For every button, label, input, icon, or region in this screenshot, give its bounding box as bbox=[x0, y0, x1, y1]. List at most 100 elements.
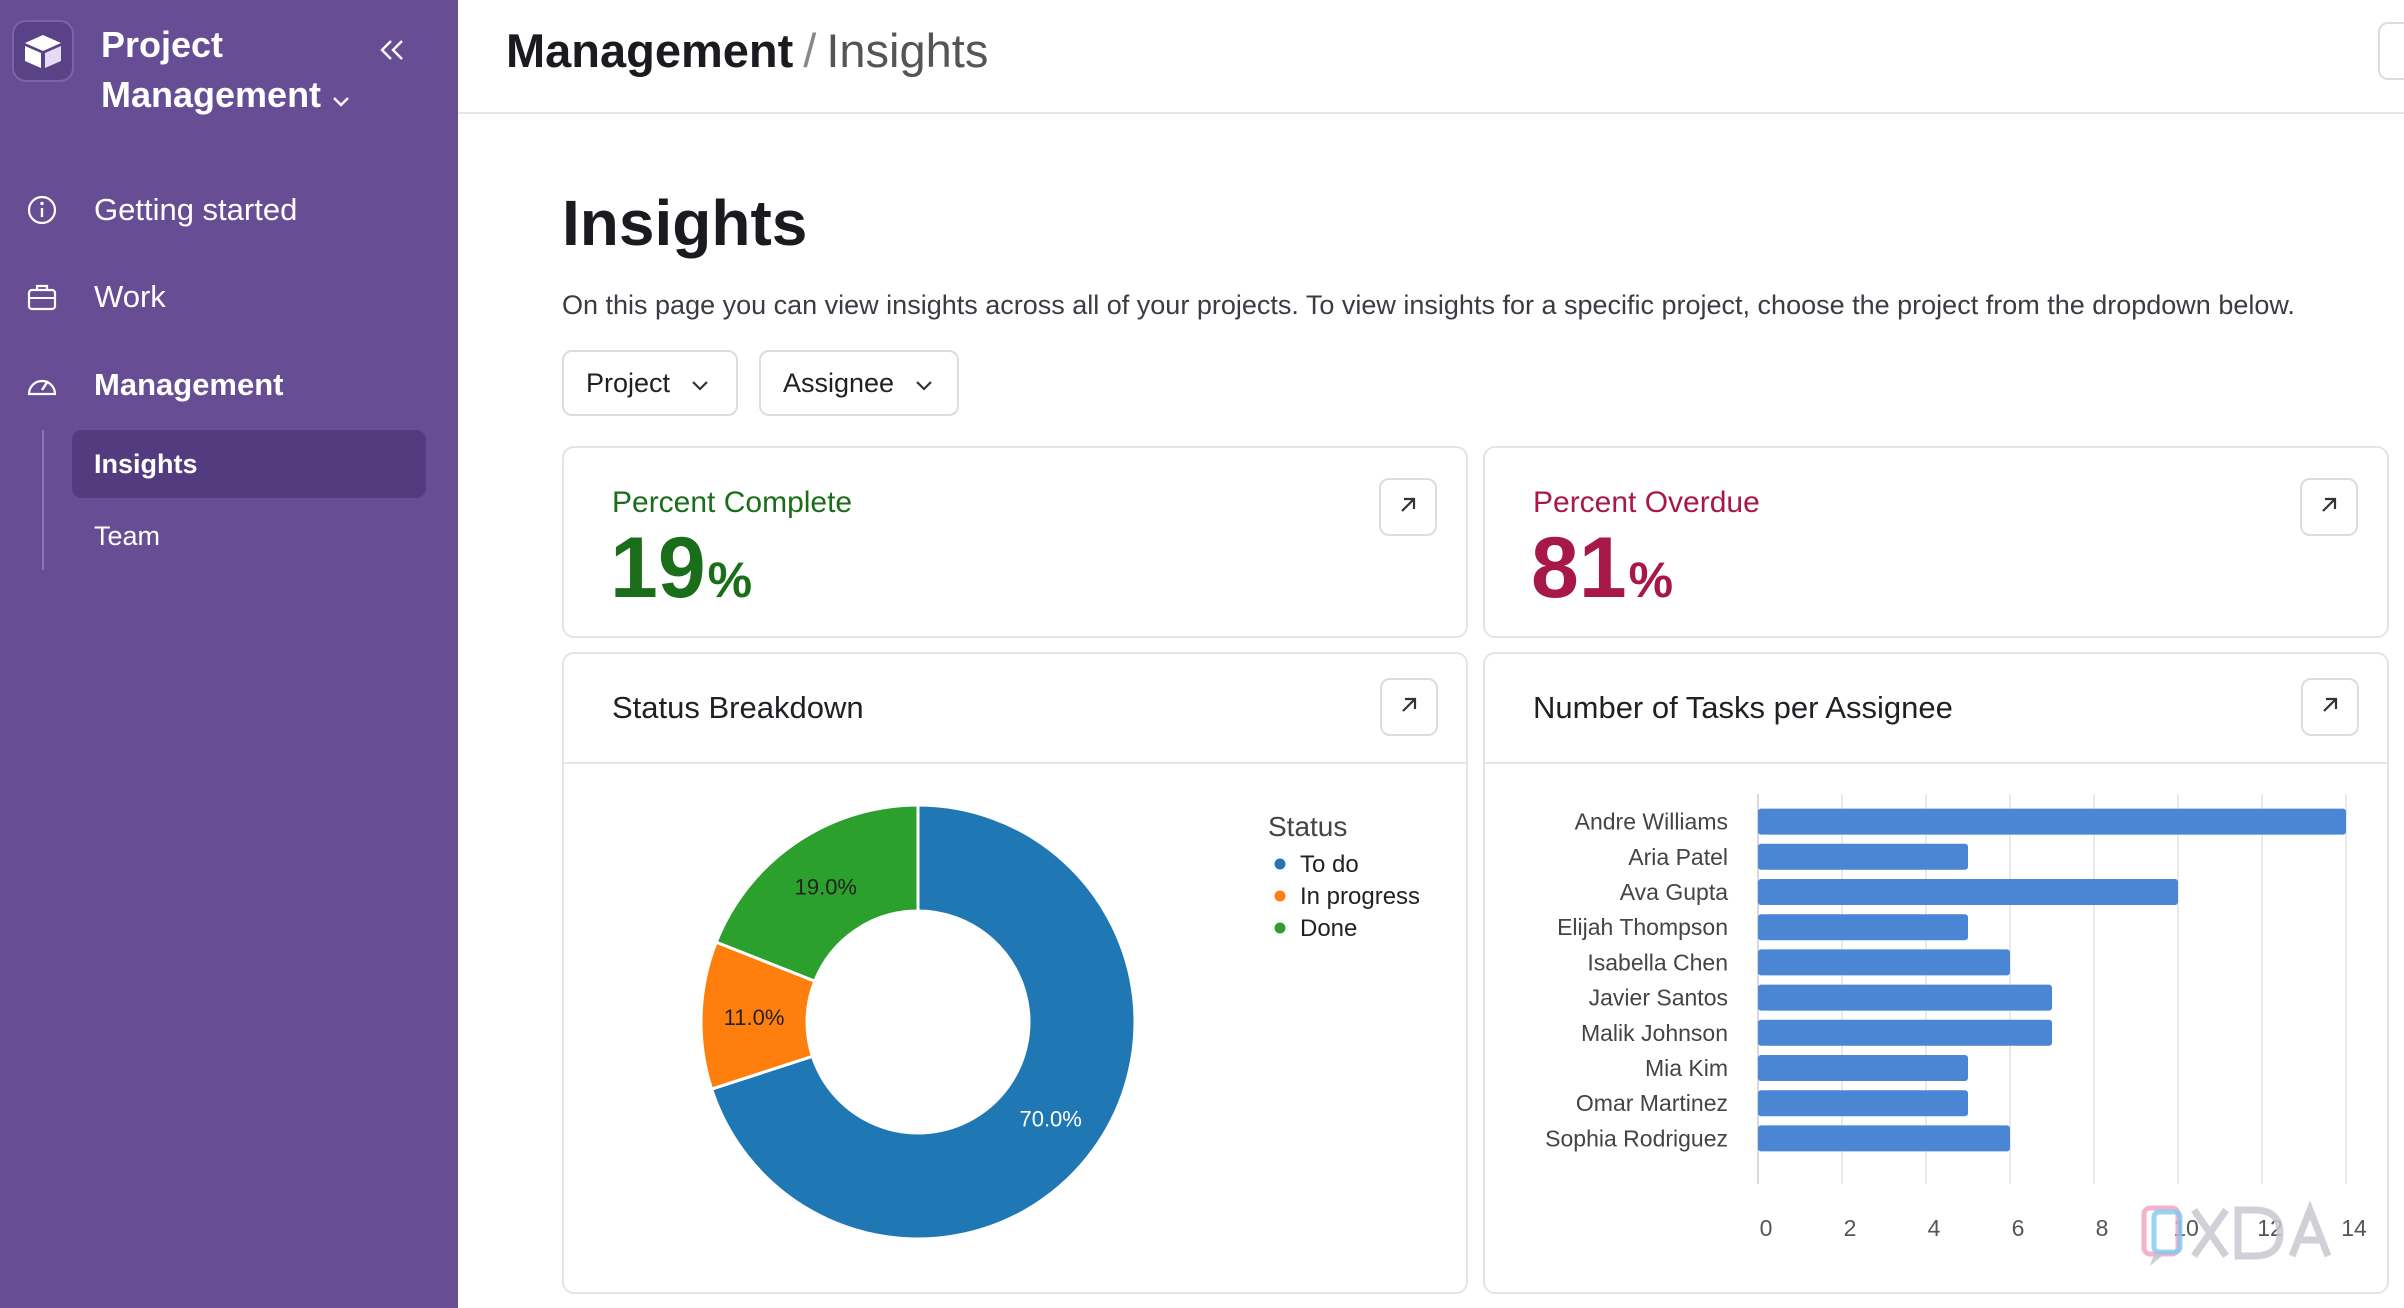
bar[interactable] bbox=[1758, 949, 2010, 976]
expand-button[interactable] bbox=[2301, 678, 2359, 736]
card-divider bbox=[1485, 762, 2387, 764]
xda-watermark-logo bbox=[2141, 1200, 2332, 1266]
sidebar-subitem-insights[interactable]: Insights bbox=[72, 430, 426, 498]
legend-title: Status bbox=[1268, 811, 1347, 842]
sidebar-subitem-label: Insights bbox=[94, 448, 198, 479]
card-title: Status Breakdown bbox=[612, 690, 864, 725]
y-category-label: Ava Gupta bbox=[1620, 879, 1728, 905]
card-divider bbox=[564, 762, 1466, 764]
legend-swatch bbox=[1274, 858, 1286, 870]
card-title: Number of Tasks per Assignee bbox=[1533, 690, 1953, 725]
sidebar-item-management[interactable]: Management bbox=[24, 355, 283, 415]
sidebar: Project Management Getting started Work … bbox=[0, 0, 458, 1308]
sidebar-item-getting-started[interactable]: Getting started bbox=[24, 180, 297, 240]
y-category-label: Omar Martinez bbox=[1576, 1090, 1728, 1116]
top-bar: Management / Insights bbox=[458, 0, 2404, 114]
page-title: Insights bbox=[562, 187, 808, 259]
legend-entry[interactable]: Done bbox=[1300, 915, 1357, 942]
kpi-number: 19 bbox=[610, 520, 706, 616]
kpi-value: 19% bbox=[610, 518, 752, 618]
sidebar-item-label: Getting started bbox=[94, 192, 298, 227]
x-tick-label: 14 bbox=[2341, 1215, 2367, 1241]
workspace-switcher[interactable]: Project Management bbox=[101, 20, 351, 122]
kpi-unit: % bbox=[1628, 552, 1674, 608]
y-category-label: Mia Kim bbox=[1645, 1055, 1728, 1081]
chevron-down-icon bbox=[690, 368, 710, 399]
page-description: On this page you can view insights acros… bbox=[562, 290, 2295, 320]
info-icon bbox=[24, 192, 60, 228]
filter-label: Project bbox=[586, 367, 671, 398]
donut-slice-to-do[interactable] bbox=[709, 803, 1137, 1241]
status-donut-chart: 70.0% 11.0% 19.0% Status To do In progress Don… bbox=[699, 803, 1420, 1241]
y-category-label: Sophia Rodriguez bbox=[1545, 1125, 1728, 1151]
legend-entry[interactable]: To do bbox=[1300, 851, 1359, 878]
kpi-unit: % bbox=[707, 552, 753, 608]
y-category-label: Isabella Chen bbox=[1587, 949, 1728, 975]
legend-swatch bbox=[1274, 890, 1286, 902]
submenu-divider bbox=[42, 430, 44, 570]
sidebar-subitem-label: Team bbox=[94, 520, 161, 551]
bar[interactable] bbox=[1758, 1090, 1968, 1117]
app-logo-icon[interactable] bbox=[12, 20, 74, 82]
slice-label: 11.0% bbox=[724, 1005, 785, 1030]
x-tick-label: 4 bbox=[1928, 1215, 1941, 1241]
x-tick-label: 8 bbox=[2096, 1215, 2109, 1241]
kpi-number: 81 bbox=[1531, 520, 1627, 616]
breadcrumb-separator: / bbox=[803, 24, 817, 77]
y-category-label: Malik Johnson bbox=[1581, 1020, 1728, 1046]
project-filter-dropdown[interactable]: Project bbox=[562, 350, 738, 416]
kpi-label: Percent Complete bbox=[612, 486, 853, 519]
arrow-up-right-icon bbox=[2318, 494, 2340, 521]
chevron-down-icon bbox=[914, 368, 934, 399]
y-category-label: Andre Williams bbox=[1575, 809, 1728, 835]
bar[interactable] bbox=[1758, 914, 1968, 941]
bar[interactable] bbox=[1758, 843, 1968, 870]
kpi-label: Percent Overdue bbox=[1533, 486, 1760, 519]
breadcrumb-current: Insights bbox=[826, 24, 989, 77]
header-action-button[interactable] bbox=[2378, 22, 2404, 80]
assignee-filter-dropdown[interactable]: Assignee bbox=[759, 350, 959, 416]
sidebar-subitem-team[interactable]: Team bbox=[72, 502, 426, 570]
expand-button[interactable] bbox=[1379, 478, 1437, 536]
arrow-up-right-icon bbox=[1398, 694, 1420, 721]
bar[interactable] bbox=[1758, 808, 2346, 835]
bar[interactable] bbox=[1758, 1125, 2010, 1152]
filter-label: Assignee bbox=[783, 367, 895, 398]
sidebar-item-label: Work bbox=[94, 279, 166, 314]
tasks-per-assignee-card: Number of Tasks per Assignee 0 2 4 6 8 10 12 14… bbox=[1483, 652, 2389, 1294]
bar[interactable] bbox=[1758, 1019, 2052, 1046]
bar[interactable] bbox=[1758, 879, 2178, 905]
app-name-line1: Project bbox=[101, 24, 224, 65]
percent-overdue-card: Percent Overdue 81% bbox=[1483, 446, 2389, 638]
y-category-label: Javier Santos bbox=[1589, 985, 1728, 1011]
arrow-up-right-icon bbox=[1397, 494, 1419, 521]
status-breakdown-card: Status Breakdown 70.0% 11.0% 19.0% Status To… bbox=[562, 652, 1468, 1294]
briefcase-icon bbox=[24, 279, 60, 315]
sidebar-item-work[interactable]: Work bbox=[24, 267, 166, 327]
bar[interactable] bbox=[1758, 1055, 1968, 1081]
x-tick-label: 6 bbox=[2012, 1215, 2025, 1241]
x-tick-label: 2 bbox=[1844, 1215, 1857, 1241]
bar[interactable] bbox=[1758, 984, 2052, 1011]
chevron-down-icon bbox=[331, 72, 351, 122]
legend-entry[interactable]: In progress bbox=[1300, 883, 1420, 910]
x-tick-label: 0 bbox=[1760, 1215, 1773, 1241]
sidebar-item-label: Management bbox=[94, 367, 284, 402]
slice-label: 19.0% bbox=[795, 874, 857, 899]
legend-swatch bbox=[1274, 922, 1286, 934]
y-category-label: Aria Patel bbox=[1628, 844, 1728, 870]
donut-slice-done[interactable] bbox=[714, 803, 920, 984]
percent-complete-card: Percent Complete 19% bbox=[562, 446, 1468, 638]
kpi-value: 81% bbox=[1531, 518, 1673, 618]
slice-label: 70.0% bbox=[1019, 1106, 1081, 1131]
breadcrumb: Management / Insights bbox=[506, 22, 988, 80]
gauge-icon bbox=[24, 367, 60, 403]
expand-button[interactable] bbox=[1380, 678, 1438, 736]
expand-button[interactable] bbox=[2300, 478, 2358, 536]
y-category-label: Elijah Thompson bbox=[1557, 914, 1728, 940]
arrow-up-right-icon bbox=[2319, 694, 2341, 721]
breadcrumb-parent[interactable]: Management bbox=[506, 24, 794, 77]
collapse-sidebar-icon[interactable] bbox=[374, 32, 410, 68]
